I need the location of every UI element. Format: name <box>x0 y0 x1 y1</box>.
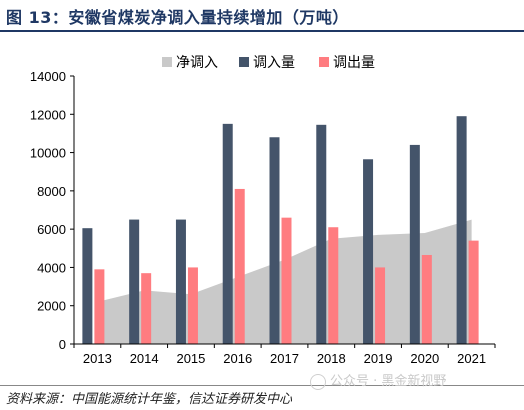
outflow-bar-2017 <box>281 217 292 344</box>
outflow-bar-2015 <box>187 267 198 344</box>
watermark: 公众号 · 黑金新视野 <box>310 370 446 390</box>
inflow-bar-2014 <box>129 219 140 344</box>
bar-area-chart: 0 2000 4000 6000 8000 10000 12000 14000 2013 2014… <box>30 55 496 364</box>
outflow-bar-2021 <box>468 240 479 344</box>
legend-swatch-1 <box>239 57 249 67</box>
x-tick-label-2014: 2014 <box>130 351 159 364</box>
inflow-bar-2017 <box>269 137 280 344</box>
inflow-bar-2015 <box>175 219 186 344</box>
inflow-bar-2018 <box>316 124 327 344</box>
outflow-bar-2016 <box>234 188 245 344</box>
x-tick-label-2015: 2015 <box>176 351 205 364</box>
source-note: 资料来源：中国能源统计年鉴，信达证券研发中心 <box>6 392 293 407</box>
x-tick-label-2019: 2019 <box>364 351 393 364</box>
x-tick-label-2020: 2020 <box>410 351 439 364</box>
outflow-bar-2014 <box>141 273 152 344</box>
outflow-bar-2018 <box>328 227 339 344</box>
y-tick-label-12000: 12000 <box>30 107 66 122</box>
outflow-bar-2013 <box>94 269 105 344</box>
watermark-text: 公众号 · 黑金新视野 <box>330 374 447 389</box>
x-tick-label-2021: 2021 <box>457 351 486 364</box>
y-tick-label-0: 0 <box>59 337 66 352</box>
x-tick-label-2017: 2017 <box>270 351 299 364</box>
figure-title: 图 13：安徽省煤炭净调入量持续增加（万吨） <box>6 8 349 27</box>
x-tick-label-2018: 2018 <box>317 351 346 364</box>
legend-swatch-0 <box>162 57 172 67</box>
y-tick-label-10000: 10000 <box>30 146 66 161</box>
inflow-bar-2019 <box>363 159 374 344</box>
outflow-bar-2019 <box>375 267 386 344</box>
x-tick-label-2013: 2013 <box>83 351 112 364</box>
y-tick-label-8000: 8000 <box>37 184 66 199</box>
inflow-bar-2013 <box>82 228 93 344</box>
legend-label-2: 调出量 <box>333 55 375 71</box>
inflow-bar-2021 <box>456 116 467 344</box>
inflow-bar-2020 <box>409 144 420 344</box>
legend-label-0: 净调入 <box>176 55 218 71</box>
y-tick-label-14000: 14000 <box>30 69 66 84</box>
inflow-bar-2016 <box>222 123 233 344</box>
y-tick-label-4000: 4000 <box>37 260 66 275</box>
wechat-icon <box>310 373 326 390</box>
y-tick-label-2000: 2000 <box>37 299 66 314</box>
y-tick-label-6000: 6000 <box>37 222 66 237</box>
legend-label-1: 调入量 <box>253 55 295 71</box>
title-divider <box>0 30 524 32</box>
source-divider <box>0 385 524 386</box>
legend-swatch-2 <box>319 57 329 67</box>
x-tick-label-2016: 2016 <box>223 351 252 364</box>
outflow-bar-2020 <box>421 254 432 344</box>
